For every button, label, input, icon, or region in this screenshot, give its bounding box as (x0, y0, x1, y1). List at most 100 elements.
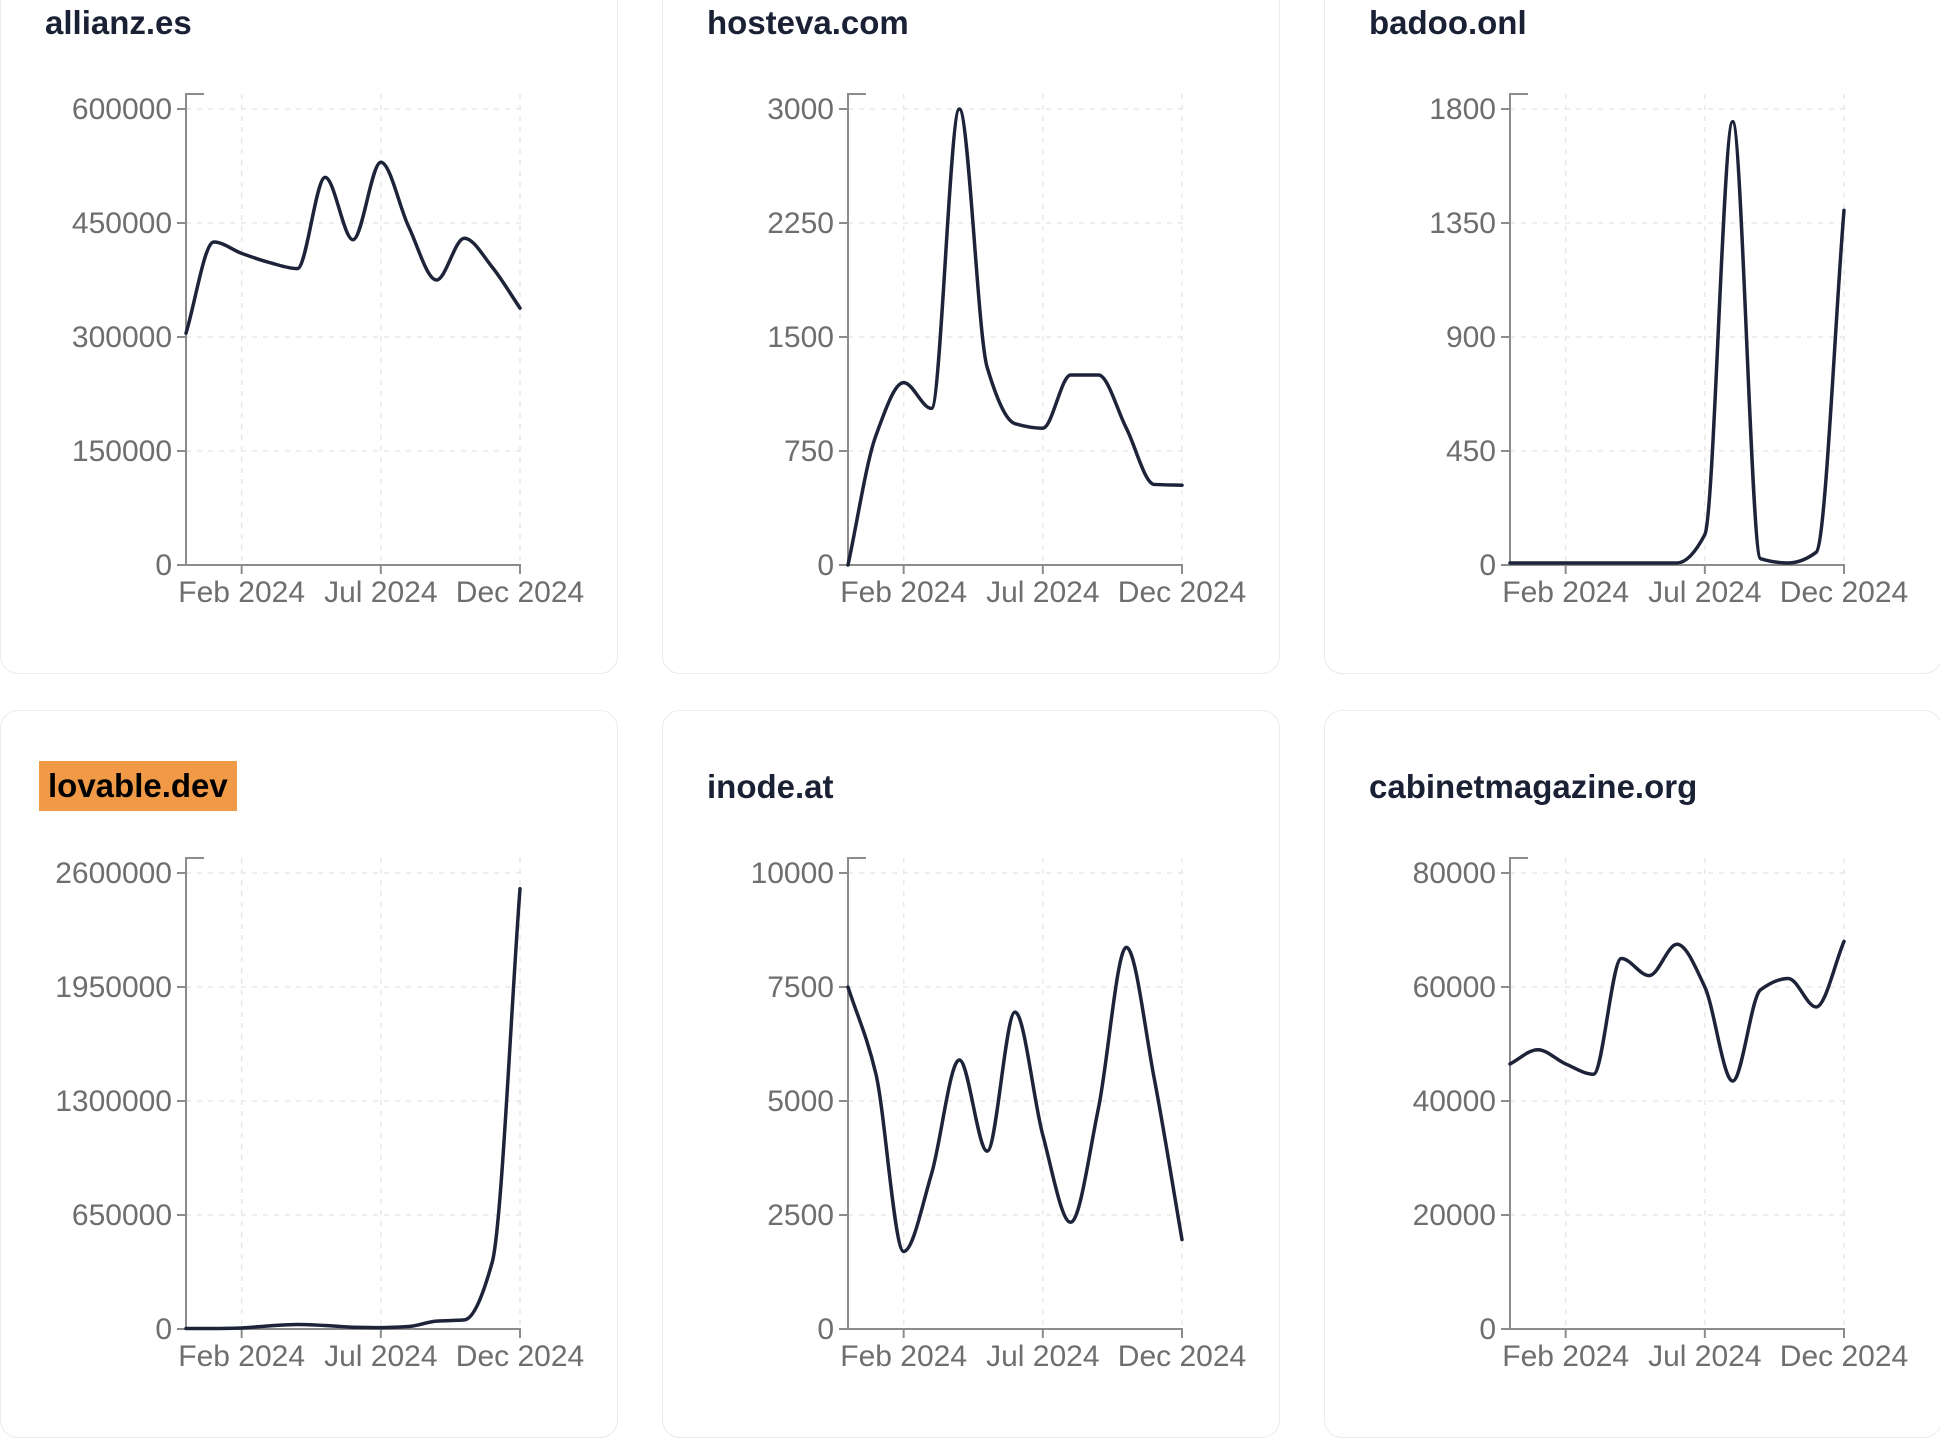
y-tick-label: 650000 (72, 1199, 172, 1232)
y-tick-label: 2250 (767, 207, 834, 240)
x-tick-label: Jul 2024 (1648, 1340, 1761, 1373)
y-axis-domain (185, 93, 204, 565)
x-tick-label: Dec 2024 (456, 1340, 584, 1373)
y-tick-label: 1800 (1429, 93, 1496, 126)
x-tick-label: Dec 2024 (1780, 576, 1908, 609)
y-tick-label: 600000 (72, 93, 172, 126)
x-tick-label: Dec 2024 (1118, 576, 1246, 609)
y-axis: 0 650000 1300000 1950000 2600000 (55, 857, 204, 1346)
gridlines (848, 858, 1186, 1329)
y-axis: 0 150000 300000 450000 600000 (72, 93, 204, 582)
line-chart: 0 20000 40000 60000 80000 Feb 2024 Jul 2024 Dec… (1413, 857, 1908, 1373)
y-axis: 0 750 1500 2250 3000 (767, 93, 866, 582)
x-axis: Feb 2024 Jul 2024 Dec 2024 (840, 564, 1246, 609)
y-axis: 0 450 900 1350 1800 (1429, 93, 1528, 582)
series-line (846, 107, 1184, 567)
y-axis-domain (1509, 857, 1528, 1329)
gridlines (1510, 94, 1848, 565)
y-tick-label: 0 (1479, 1313, 1496, 1346)
x-tick-label: Feb 2024 (840, 576, 967, 609)
y-tick-label: 450000 (72, 207, 172, 240)
x-axis-domain (848, 1328, 1183, 1338)
x-tick-label: Feb 2024 (1502, 576, 1629, 609)
y-tick-label: 3000 (767, 93, 834, 126)
x-axis: Feb 2024 Jul 2024 Dec 2024 (178, 564, 584, 609)
x-tick-label: Jul 2024 (986, 576, 1099, 609)
y-tick-label: 0 (1479, 549, 1496, 582)
x-axis: Feb 2024 Jul 2024 Dec 2024 (1502, 1328, 1908, 1373)
chart-card[interactable]: inode.at 0 2500 5000 7500 10000 Feb 2024 Jul 20… (662, 710, 1280, 1438)
y-tick-label: 1300000 (55, 1085, 172, 1118)
y-tick-label: 2600000 (55, 857, 172, 890)
series-line (846, 945, 1184, 1254)
gridlines (848, 94, 1186, 565)
line-chart: 0 2500 5000 7500 10000 Feb 2024 Jul 2024 Dec 20… (751, 857, 1246, 1373)
series-line (184, 160, 522, 335)
x-axis-domain (1510, 564, 1845, 574)
y-axis: 0 2500 5000 7500 10000 (751, 857, 866, 1346)
chart-card[interactable]: badoo.onl 0 450 900 1350 1800 Feb 2024 Jul 2024… (1324, 0, 1940, 674)
y-tick-label: 750 (784, 435, 834, 468)
chart-card[interactable]: hosteva.com 0 750 1500 2250 3000 Feb 2024 Jul 2… (662, 0, 1280, 674)
line-chart: 0 150000 300000 450000 600000 Feb 2024 Jul 202… (72, 93, 584, 609)
y-axis: 0 20000 40000 60000 80000 (1413, 857, 1528, 1346)
x-axis-domain (1510, 1328, 1845, 1338)
y-tick-label: 450 (1446, 435, 1496, 468)
x-tick-label: Feb 2024 (178, 576, 305, 609)
y-tick-label: 0 (155, 1313, 172, 1346)
y-axis-domain (1509, 93, 1528, 565)
x-axis: Feb 2024 Jul 2024 Dec 2024 (1502, 564, 1908, 609)
gridlines (186, 94, 524, 565)
x-axis: Feb 2024 Jul 2024 Dec 2024 (840, 1328, 1246, 1373)
y-axis-domain (847, 93, 866, 565)
x-tick-label: Dec 2024 (1118, 1340, 1246, 1373)
x-tick-label: Jul 2024 (1648, 576, 1761, 609)
x-tick-label: Jul 2024 (986, 1340, 1099, 1373)
y-tick-label: 1350 (1429, 207, 1496, 240)
x-tick-label: Jul 2024 (324, 1340, 437, 1373)
chart-card[interactable]: lovable.dev 0 650000 1300000 1950000 2600000 F… (0, 710, 618, 1438)
y-tick-label: 300000 (72, 321, 172, 354)
chart-title: hosteva.com (707, 4, 909, 41)
chart-title: inode.at (707, 768, 834, 805)
x-tick-label: Feb 2024 (178, 1340, 305, 1373)
series-line (1508, 119, 1846, 565)
y-tick-label: 80000 (1413, 857, 1496, 890)
y-axis-domain (185, 857, 204, 1329)
y-tick-label: 5000 (767, 1085, 834, 1118)
line-chart: 0 650000 1300000 1950000 2600000 Feb 2024 Jul … (55, 857, 584, 1373)
x-axis-domain (186, 1328, 521, 1338)
y-tick-label: 40000 (1413, 1085, 1496, 1118)
y-tick-label: 0 (817, 1313, 834, 1346)
y-tick-label: 1500 (767, 321, 834, 354)
x-tick-label: Dec 2024 (1780, 1340, 1908, 1373)
chart-title: badoo.onl (1369, 4, 1527, 41)
y-tick-label: 10000 (751, 857, 834, 890)
y-tick-label: 2500 (767, 1199, 834, 1232)
y-tick-label: 0 (817, 549, 834, 582)
x-tick-label: Feb 2024 (840, 1340, 967, 1373)
x-tick-label: Feb 2024 (1502, 1340, 1629, 1373)
chart-title: cabinetmagazine.org (1369, 768, 1698, 805)
y-tick-label: 900 (1446, 321, 1496, 354)
chart-title: allianz.es (45, 4, 192, 41)
x-axis: Feb 2024 Jul 2024 Dec 2024 (178, 1328, 584, 1373)
line-chart: 0 450 900 1350 1800 Feb 2024 Jul 2024 Dec 2024 (1429, 93, 1908, 609)
chart-card[interactable]: allianz.es 0 150000 300000 450000 600000 Feb 2… (0, 0, 618, 674)
chart-title-highlighted: lovable.dev (39, 761, 237, 811)
chart-card[interactable]: cabinetmagazine.org 0 20000 40000 60000 80000… (1324, 710, 1940, 1438)
x-axis-domain (848, 564, 1183, 574)
y-tick-label: 150000 (72, 435, 172, 468)
gridlines (1510, 858, 1848, 1329)
gridlines (186, 858, 524, 1329)
y-tick-label: 0 (155, 549, 172, 582)
y-tick-label: 60000 (1413, 971, 1496, 1004)
y-tick-label: 1950000 (55, 971, 172, 1004)
x-axis-domain (186, 564, 521, 574)
y-axis-domain (847, 857, 866, 1329)
y-tick-label: 7500 (767, 971, 834, 1004)
y-tick-label: 20000 (1413, 1199, 1496, 1232)
line-chart: 0 750 1500 2250 3000 Feb 2024 Jul 2024 Dec 2024 (767, 93, 1246, 609)
